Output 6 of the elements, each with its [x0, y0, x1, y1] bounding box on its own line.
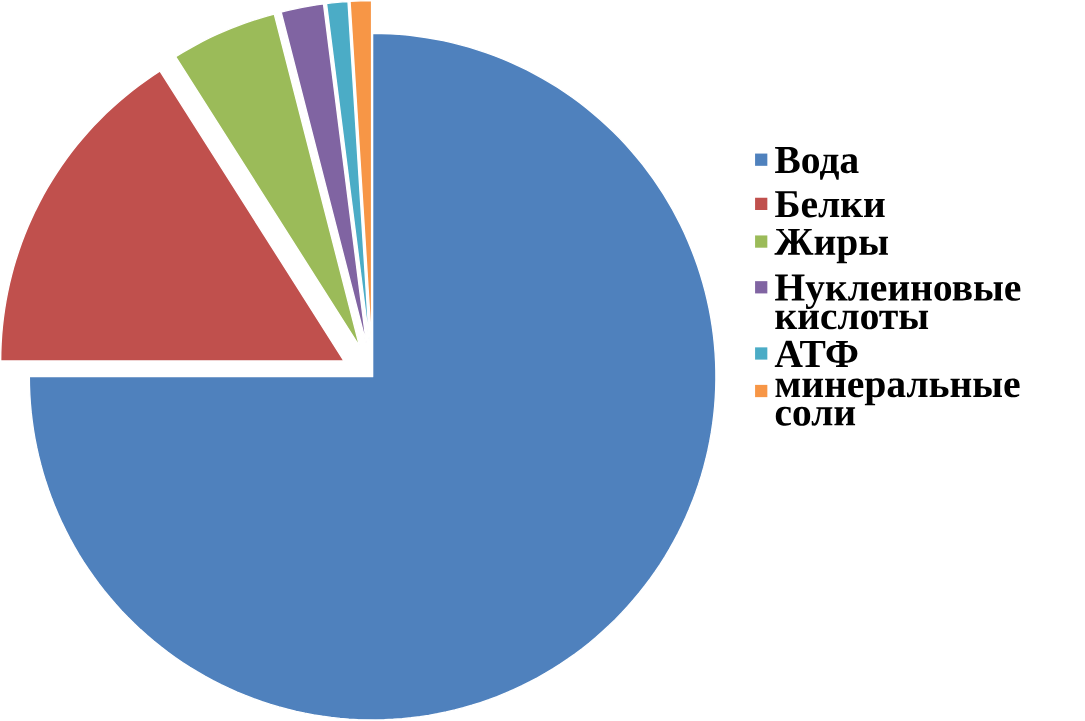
legend-label: Белки	[775, 191, 885, 218]
legend-label: Жиры	[774, 229, 889, 264]
legend-label: Вода	[775, 147, 859, 180]
legend-label: Нуклеиновые кислоты	[775, 274, 1021, 330]
legend-label: АТФ	[774, 341, 858, 368]
legend-label: минеральные соли	[775, 378, 1020, 426]
